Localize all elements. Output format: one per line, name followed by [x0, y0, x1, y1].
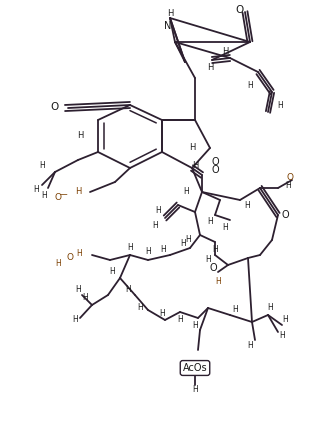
Text: H: H	[152, 220, 158, 229]
Text: H: H	[55, 259, 61, 268]
Text: O: O	[211, 165, 219, 175]
Text: H: H	[145, 248, 151, 256]
Text: H: H	[160, 246, 166, 255]
Text: O: O	[67, 253, 73, 262]
Text: H: H	[207, 217, 213, 226]
Text: H: H	[244, 200, 250, 210]
Text: H: H	[232, 306, 238, 314]
Text: H: H	[137, 304, 143, 313]
Text: N: N	[164, 21, 172, 31]
Text: H: H	[159, 310, 165, 319]
Text: O: O	[209, 263, 217, 273]
Text: H: H	[77, 132, 83, 140]
Text: H: H	[222, 48, 228, 56]
Text: H: H	[183, 187, 189, 197]
Text: H: H	[222, 223, 228, 233]
Text: H: H	[267, 304, 273, 313]
Text: H: H	[193, 161, 199, 169]
Text: O: O	[286, 174, 294, 182]
Text: H: H	[127, 243, 133, 252]
Text: AcOs: AcOs	[183, 363, 207, 373]
Text: O: O	[54, 193, 62, 201]
Text: H: H	[212, 246, 218, 255]
Text: H: H	[109, 268, 115, 277]
Text: H: H	[185, 236, 191, 245]
Text: H: H	[75, 285, 81, 294]
Text: H: H	[75, 187, 81, 197]
Text: H: H	[192, 385, 198, 394]
Text: O: O	[236, 5, 244, 15]
Text: O: O	[281, 210, 289, 220]
Text: H: H	[247, 340, 253, 349]
Text: H: H	[207, 64, 213, 72]
Text: H: H	[41, 191, 47, 200]
Text: H: H	[33, 185, 39, 194]
Text: H: H	[125, 285, 131, 294]
Text: —: —	[60, 191, 67, 200]
Text: O: O	[51, 102, 59, 112]
Text: H: H	[167, 10, 173, 19]
Text: H: H	[39, 161, 45, 169]
Text: H: H	[180, 239, 186, 249]
Text: H: H	[279, 330, 285, 339]
Text: H: H	[277, 100, 283, 110]
Text: H: H	[192, 320, 198, 330]
Text: H: H	[72, 316, 78, 324]
Text: H: H	[215, 278, 221, 287]
Text: H: H	[76, 249, 82, 258]
Text: O: O	[211, 157, 219, 167]
Text: H: H	[285, 181, 291, 190]
Text: H: H	[282, 316, 288, 324]
Text: H: H	[177, 316, 183, 324]
Text: H: H	[189, 143, 195, 152]
Text: H: H	[82, 294, 88, 303]
Text: H: H	[205, 255, 211, 265]
Text: H: H	[155, 206, 161, 214]
Text: H: H	[247, 81, 253, 90]
